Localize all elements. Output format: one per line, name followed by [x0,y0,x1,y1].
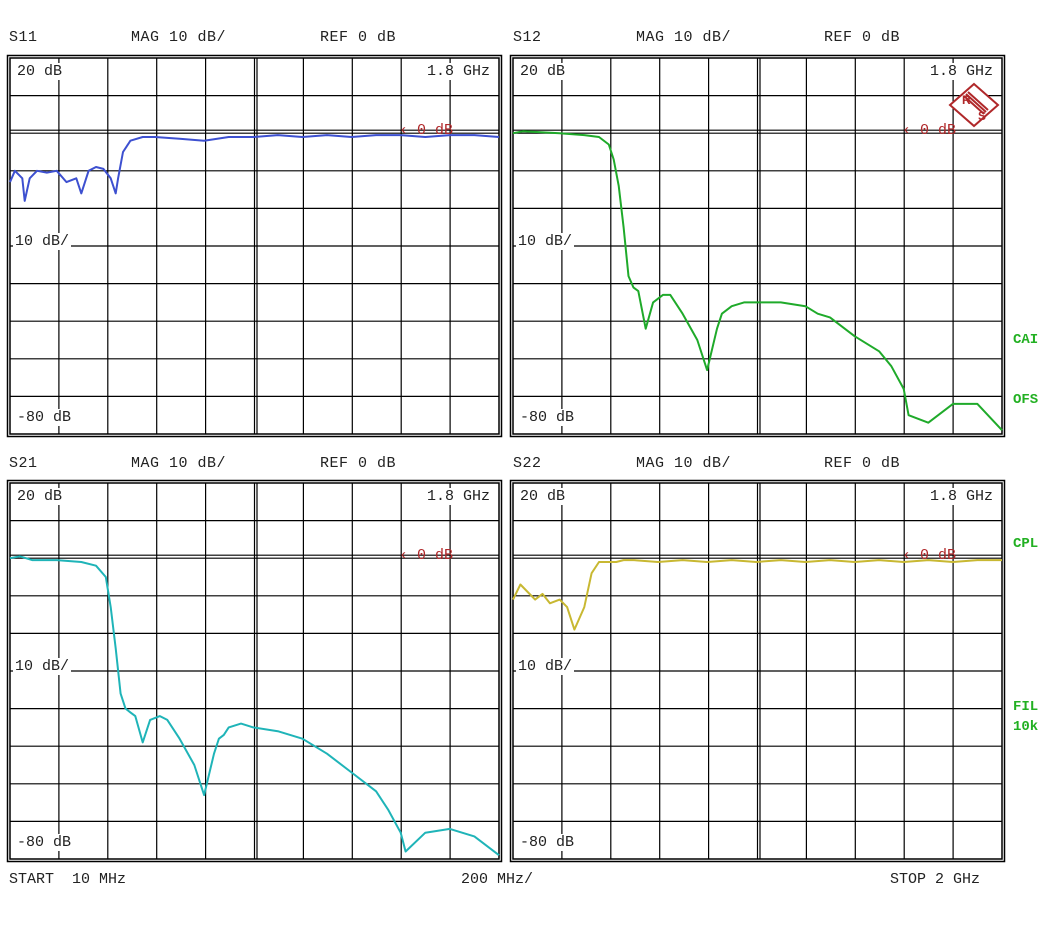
scale-per-div-label: 10 dB/ [516,233,575,250]
s21-param-label: S21 [9,455,38,472]
s21-ref-label: REF 0 dB [320,455,397,472]
coupled-status-label: CPL [1013,536,1039,552]
top-scale-label: 20 dB [15,488,65,505]
svg-text:R: R [962,93,971,107]
bottom-scale-label: -80 dB [15,834,74,851]
marker-frequency-label: 1.8 GHz [927,488,995,505]
s21-trace [9,555,500,856]
s22-ref-label: REF 0 dB [824,455,901,472]
s12-param-label: S12 [513,29,542,46]
top-scale-label: 20 dB [518,488,568,505]
s11-plot[interactable]: 20 dB 1.8 GHz 10 dB/ -80 dB ‹ 0 dB [6,54,503,438]
scale-per-div-label: 10 dB/ [13,233,72,250]
start-frequency-label: START 10 MHz [9,871,127,888]
marker-frequency-label: 1.8 GHz [424,63,492,80]
s22-plot[interactable]: 20 dB 1.8 GHz 10 dB/ -80 dB ‹ 0 dB [509,479,1006,863]
s12-format-label: MAG 10 dB/ [636,29,732,46]
s21-plot[interactable]: 20 dB 1.8 GHz 10 dB/ -80 dB ‹ 0 dB [6,479,503,863]
marker-frequency-label: 1.8 GHz [424,488,492,505]
svg-text:S: S [978,109,986,123]
top-scale-label: 20 dB [15,63,65,80]
s12-ref-label: REF 0 dB [824,29,901,46]
reference-level-marker: ‹ 0 dB [902,547,957,564]
filter-bandwidth-label: 10k [1013,719,1039,735]
bottom-scale-label: -80 dB [518,409,577,426]
reference-level-marker: ‹ 0 dB [399,122,454,139]
s22-trace [512,559,1002,631]
scale-per-div-label: 10 dB/ [516,658,575,675]
marker-frequency-label: 1.8 GHz [927,63,995,80]
s11-format-label: MAG 10 dB/ [131,29,227,46]
s22-plot-svg [509,479,1006,863]
bottom-scale-label: -80 dB [15,409,74,426]
s22-param-label: S22 [513,455,542,472]
scale-per-div-label: 10 dB/ [13,658,72,675]
s12-trace [512,130,1003,431]
reference-level-marker: ‹ 0 dB [399,547,454,564]
s21-plot-svg [6,479,503,863]
filter-status-label: FIL [1013,699,1039,715]
rohde-schwarz-logo-icon: R S [948,82,1000,128]
s11-ref-label: REF 0 dB [320,29,397,46]
stop-frequency-label: STOP 2 GHz [890,871,981,888]
s21-format-label: MAG 10 dB/ [131,455,227,472]
s12-plot-svg [509,54,1006,438]
offset-status-label: OFS [1013,392,1039,408]
cal-status-label: CAI [1013,332,1039,348]
s11-param-label: S11 [9,29,38,46]
top-scale-label: 20 dB [518,63,568,80]
bottom-scale-label: -80 dB [518,834,577,851]
span-per-div-label: 200 MHz/ [461,871,534,888]
reference-level-marker: ‹ 0 dB [902,122,957,139]
s12-plot[interactable]: 20 dB 1.8 GHz 10 dB/ -80 dB ‹ 0 dB [509,54,1006,438]
s11-trace [9,134,500,202]
s11-plot-svg [6,54,503,438]
s22-format-label: MAG 10 dB/ [636,455,732,472]
